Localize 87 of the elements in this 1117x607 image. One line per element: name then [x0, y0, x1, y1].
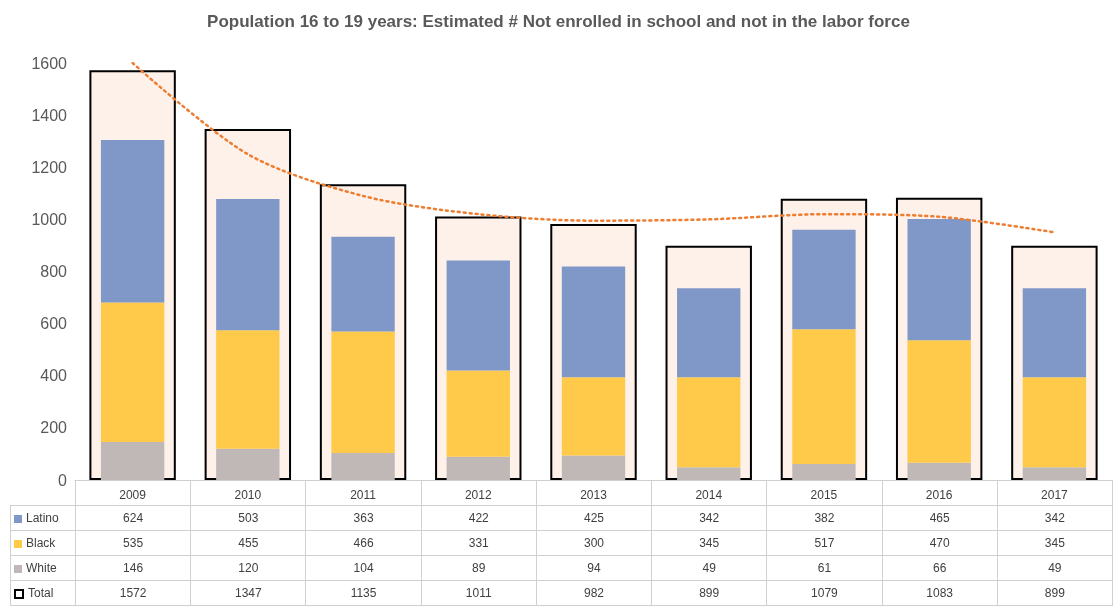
data-label: 342 — [651, 505, 767, 531]
data-label: 422 — [421, 505, 537, 531]
x-tick-label: 2009 — [119, 488, 147, 502]
bar — [446, 456, 510, 480]
data-label: 120 — [190, 555, 306, 581]
legend-label: Black — [26, 536, 56, 550]
bar — [561, 266, 626, 378]
bar — [1022, 467, 1087, 480]
bar — [907, 219, 971, 341]
bar — [907, 340, 971, 463]
data-label: 300 — [536, 530, 652, 556]
bar — [331, 331, 395, 453]
data-label: 470 — [882, 530, 998, 556]
x-tick-label: 2013 — [580, 488, 608, 502]
bar — [331, 452, 395, 480]
y-tick-label: 400 — [40, 367, 68, 385]
y-tick-label: 1400 — [31, 106, 68, 124]
data-label: 1011 — [421, 580, 537, 606]
data-label: 466 — [305, 530, 422, 556]
chart-title: Population 16 to 19 years: Estimated # Not enrolled in school and not in the labor force — [207, 12, 910, 31]
data-label: 425 — [536, 505, 652, 531]
data-label: 331 — [421, 530, 537, 556]
x-tick-label: 2010 — [234, 488, 262, 502]
x-tick-label: 2016 — [925, 488, 953, 502]
data-label: 1572 — [75, 580, 191, 606]
data-label: 455 — [190, 530, 306, 556]
bar — [446, 260, 510, 371]
bar — [100, 302, 165, 442]
data-label: 535 — [75, 530, 191, 556]
data-label: 89 — [421, 555, 537, 581]
data-label: 503 — [190, 505, 306, 531]
y-tick-label: 1200 — [31, 158, 68, 176]
bar — [792, 229, 856, 330]
bar — [792, 464, 856, 480]
data-label: 465 — [882, 505, 998, 531]
x-tick-label: 2011 — [350, 488, 377, 502]
data-label: 104 — [305, 555, 422, 581]
data-label: 342 — [997, 505, 1113, 531]
data-label: 624 — [75, 505, 191, 531]
bar — [216, 199, 280, 331]
data-label: 382 — [766, 505, 883, 531]
data-label: 899 — [997, 580, 1113, 606]
data-label: 49 — [997, 555, 1113, 581]
y-tick-label: 0 — [58, 471, 68, 489]
data-label: 363 — [305, 505, 422, 531]
data-label: 49 — [651, 555, 767, 581]
bar — [216, 330, 280, 449]
data-label: 982 — [536, 580, 652, 606]
bar — [677, 377, 741, 468]
bar — [216, 448, 280, 480]
data-label: 66 — [882, 555, 998, 581]
data-label: 61 — [766, 555, 883, 581]
line-series — [131, 61, 1056, 234]
bar — [446, 370, 510, 457]
x-tick-label: 2014 — [695, 488, 723, 502]
bar — [1022, 377, 1087, 468]
bar — [561, 455, 626, 480]
bar — [561, 377, 626, 456]
data-label: 1135 — [305, 580, 422, 606]
legend-label: Latino — [26, 511, 59, 525]
data-label: 1083 — [882, 580, 998, 606]
data-label: 1347 — [190, 580, 306, 606]
y-tick-label: 200 — [40, 419, 68, 437]
bar — [907, 462, 971, 480]
bar — [677, 288, 741, 378]
y-tick-label: 1600 — [31, 54, 68, 72]
legend-label: Total — [28, 586, 54, 600]
bar — [100, 139, 165, 303]
bar — [792, 329, 856, 465]
legend-label: White — [26, 561, 57, 575]
data-label: 94 — [536, 555, 652, 581]
data-label: 899 — [651, 580, 767, 606]
y-tick-label: 600 — [40, 315, 68, 333]
data-label: 345 — [997, 530, 1113, 556]
y-tick-label: 800 — [40, 263, 68, 280]
bar — [331, 236, 395, 332]
x-tick-label: 2012 — [464, 488, 492, 502]
bar — [100, 441, 165, 480]
bar — [677, 467, 741, 480]
bar — [1022, 288, 1087, 378]
x-tick-label: 2015 — [810, 488, 838, 502]
data-label: 345 — [651, 530, 767, 556]
x-tick-label: 2017 — [1041, 488, 1069, 502]
y-tick-label: 1000 — [31, 210, 68, 228]
data-label: 517 — [766, 530, 883, 556]
data-label: 146 — [75, 555, 191, 581]
data-label: 1079 — [766, 580, 883, 606]
